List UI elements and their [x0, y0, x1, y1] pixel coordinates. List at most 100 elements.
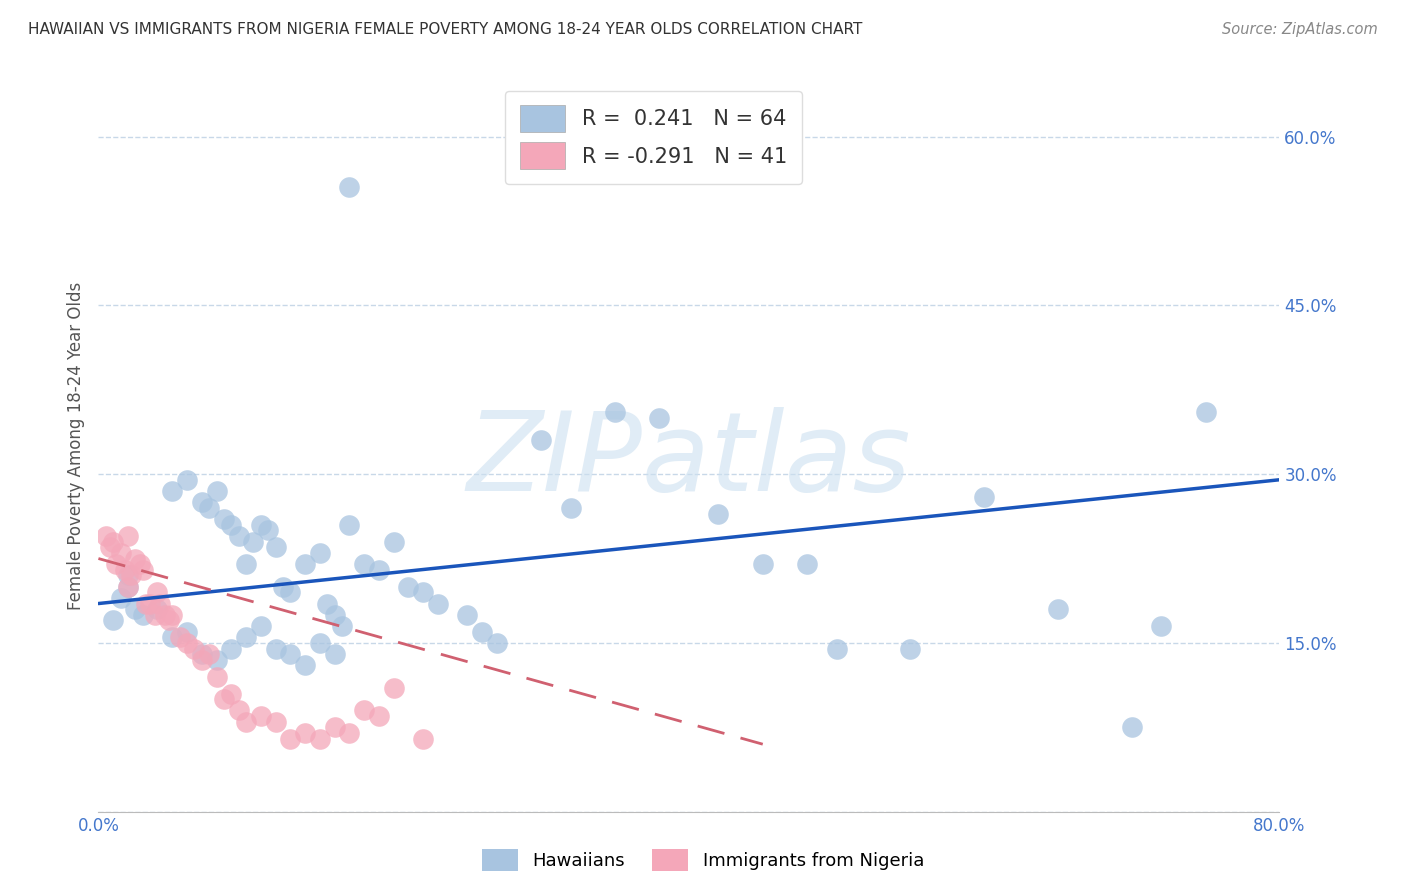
Point: [149, 597, 172, 611]
Point: [176, 473, 198, 487]
Point: [162, 483, 183, 498]
Point: [143, 607, 166, 622]
Point: [221, 687, 243, 701]
Point: [105, 557, 128, 571]
Point: [94, 529, 117, 543]
Point: [198, 500, 221, 515]
Point: [212, 692, 235, 706]
Point: [103, 614, 125, 628]
Point: [323, 720, 346, 734]
Point: [257, 524, 280, 538]
Point: [796, 557, 818, 571]
Point: [752, 557, 775, 571]
Point: [153, 607, 176, 622]
Point: [339, 180, 361, 194]
Point: [162, 630, 183, 644]
Legend: R =  0.241   N = 64, R = -0.291   N = 41: R = 0.241 N = 64, R = -0.291 N = 41: [505, 91, 801, 184]
Point: [114, 563, 136, 577]
Point: [486, 636, 509, 650]
Point: [191, 495, 214, 509]
Point: [707, 507, 730, 521]
Point: [124, 602, 146, 616]
Point: [205, 483, 228, 498]
Legend: Hawaiians, Immigrants from Nigeria: Hawaiians, Immigrants from Nigeria: [475, 842, 931, 879]
Point: [117, 529, 139, 543]
Point: [264, 541, 287, 555]
Point: [309, 546, 332, 560]
Point: [382, 681, 405, 695]
Point: [103, 534, 125, 549]
Point: [1195, 405, 1218, 419]
Point: [280, 585, 302, 599]
Point: [250, 517, 273, 532]
Point: [212, 512, 235, 526]
Point: [205, 653, 228, 667]
Point: [128, 557, 150, 571]
Point: [309, 636, 332, 650]
Point: [323, 647, 346, 661]
Point: [176, 624, 198, 639]
Point: [110, 591, 132, 605]
Point: [339, 517, 361, 532]
Point: [132, 563, 155, 577]
Point: [412, 731, 434, 746]
Point: [132, 607, 155, 622]
Point: [235, 630, 257, 644]
Point: [191, 647, 214, 661]
Text: Source: ZipAtlas.com: Source: ZipAtlas.com: [1222, 22, 1378, 37]
Point: [368, 563, 391, 577]
Point: [280, 647, 302, 661]
Point: [271, 580, 294, 594]
Point: [146, 585, 169, 599]
Point: [973, 490, 995, 504]
Point: [1046, 602, 1070, 616]
Point: [157, 614, 180, 628]
Point: [560, 500, 582, 515]
Point: [294, 658, 316, 673]
Point: [427, 597, 450, 611]
Text: ZIPatlas: ZIPatlas: [467, 407, 911, 514]
Point: [530, 434, 553, 448]
Point: [191, 653, 214, 667]
Point: [353, 557, 375, 571]
Point: [120, 568, 142, 582]
Point: [250, 619, 273, 633]
Point: [280, 731, 302, 746]
Point: [169, 630, 191, 644]
Point: [309, 731, 332, 746]
Point: [221, 517, 243, 532]
Text: HAWAIIAN VS IMMIGRANTS FROM NIGERIA FEMALE POVERTY AMONG 18-24 YEAR OLDS CORRELA: HAWAIIAN VS IMMIGRANTS FROM NIGERIA FEMA…: [28, 22, 862, 37]
Point: [135, 597, 157, 611]
Point: [264, 641, 287, 656]
Point: [117, 580, 139, 594]
Point: [1150, 619, 1173, 633]
Point: [471, 624, 494, 639]
Point: [382, 534, 405, 549]
Point: [323, 607, 346, 622]
Point: [648, 410, 671, 425]
Point: [176, 636, 198, 650]
Point: [339, 726, 361, 740]
Point: [139, 597, 162, 611]
Point: [398, 580, 420, 594]
Point: [124, 551, 146, 566]
Point: [1121, 720, 1143, 734]
Point: [250, 709, 273, 723]
Point: [368, 709, 391, 723]
Point: [825, 641, 848, 656]
Point: [294, 726, 316, 740]
Point: [228, 529, 250, 543]
Point: [205, 670, 228, 684]
Point: [235, 714, 257, 729]
Point: [98, 541, 121, 555]
Point: [235, 557, 257, 571]
Point: [117, 568, 139, 582]
Point: [353, 703, 375, 717]
Point: [900, 641, 922, 656]
Point: [242, 534, 264, 549]
Point: [264, 714, 287, 729]
Point: [117, 580, 139, 594]
Point: [605, 405, 627, 419]
Point: [146, 602, 169, 616]
Y-axis label: Female Poverty Among 18-24 Year Olds: Female Poverty Among 18-24 Year Olds: [66, 282, 84, 610]
